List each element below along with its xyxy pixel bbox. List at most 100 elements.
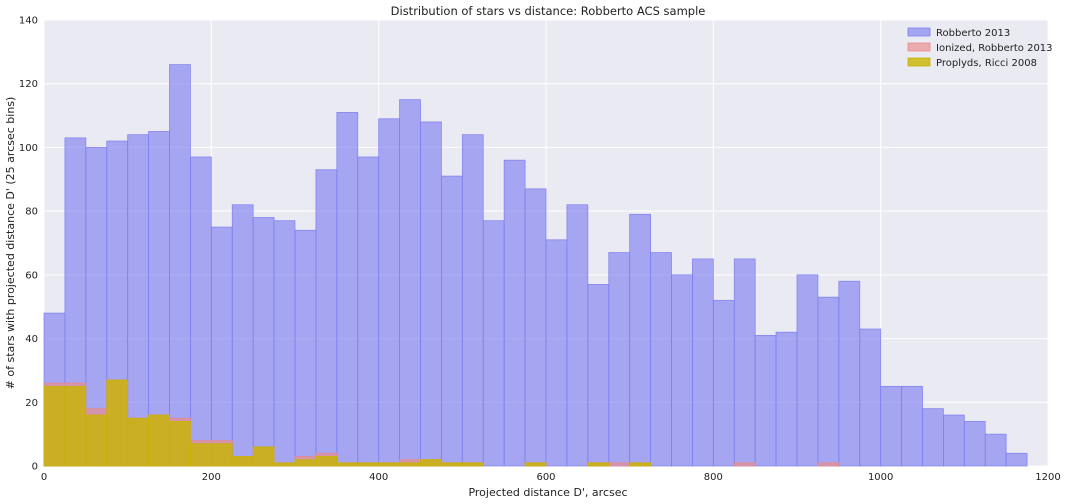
y-tick-label: 100: [19, 143, 38, 154]
legend-swatch: [907, 57, 931, 67]
bar-series1-26: [817, 462, 840, 467]
bar-series2-5: [148, 414, 170, 467]
bar-series0-10: [252, 217, 275, 467]
y-tick-label: 60: [25, 270, 38, 281]
y-axis-label: # of stars with projected distance D' (2…: [4, 97, 17, 390]
legend-label: Proplyds, Ricci 2008: [936, 58, 1037, 69]
x-tick-label: 0: [41, 472, 47, 483]
x-tick-label: 800: [704, 472, 723, 483]
series-2: [43, 379, 651, 467]
bar-series0-40: [880, 385, 902, 467]
bar-series0-4: [127, 134, 149, 467]
y-tick-label: 80: [25, 207, 38, 218]
bar-series0-32: [712, 299, 735, 467]
bar-series2-2: [85, 414, 108, 467]
bar-series0-18: [420, 121, 442, 467]
y-tick-label: 0: [32, 462, 38, 473]
bar-series0-7: [190, 156, 212, 467]
legend-swatch: [907, 27, 931, 37]
bar-series0-29: [650, 252, 672, 467]
bar-series0-35: [775, 331, 798, 467]
bar-series0-20: [461, 134, 484, 467]
bar-series0-6: [169, 64, 191, 467]
bar-series2-7: [190, 443, 212, 467]
bars-layer: [43, 64, 1028, 467]
legend: Robberto 2013 Ionized, Robberto 2013 Propl…: [907, 27, 1053, 69]
bar-series0-34: [754, 334, 777, 467]
bar-series0-33: [733, 258, 756, 467]
bar-series0-8: [210, 226, 233, 467]
bar-series0-46: [1005, 452, 1028, 467]
x-tick-label: 1000: [868, 472, 893, 483]
bar-series0-44: [963, 420, 986, 467]
bar-series2-6: [169, 420, 191, 467]
bar-series2-1: [64, 385, 87, 467]
bar-series2-14: [336, 462, 359, 467]
legend-item-1: Ionized, Robberto 2013: [907, 42, 1053, 54]
bar-series0-16: [378, 118, 400, 467]
y-axis-ticks: 0 20 40 60 80 100 120 140: [19, 16, 38, 473]
bar-series2-16: [378, 462, 400, 467]
bar-series0-15: [357, 156, 380, 467]
bar-series2-20: [461, 462, 484, 467]
bar-series0-13: [315, 169, 338, 467]
legend-item-0: Robberto 2013: [907, 27, 1010, 39]
bar-series0-31: [692, 258, 714, 467]
bar-series0-30: [671, 274, 693, 467]
bar-series0-42: [922, 408, 944, 467]
bar-series1-23: [608, 462, 631, 467]
legend-item-2: Proplyds, Ricci 2008: [907, 57, 1037, 69]
bar-series0-45: [984, 433, 1007, 467]
bar-series0-11: [273, 220, 296, 467]
bar-series2-15: [357, 462, 380, 467]
x-axis-label: Projected distance D', arcsec: [468, 486, 627, 499]
bar-series0-9: [231, 204, 254, 467]
bar-series0-43: [943, 414, 965, 467]
bar-series2-18: [420, 459, 442, 467]
bar-series0-14: [336, 111, 359, 467]
y-tick-label: 140: [19, 16, 38, 27]
bar-series0-21: [482, 220, 505, 467]
bar-series2-19: [441, 462, 463, 467]
bar-series0-25: [566, 204, 589, 467]
bar-series2-4: [127, 417, 149, 467]
bar-series0-17: [399, 99, 421, 467]
chart-title: Distribution of stars vs distance: Robbe…: [391, 4, 706, 18]
bar-series2-13: [315, 456, 338, 467]
bar-series0-27: [608, 252, 631, 467]
bar-series1-25: [733, 462, 756, 467]
bar-series2-0: [43, 385, 66, 467]
y-tick-label: 40: [25, 334, 38, 345]
bar-series2-11: [273, 462, 296, 467]
bar-series0-19: [441, 175, 463, 467]
bar-series0-12: [294, 229, 317, 467]
bar-series0-37: [817, 296, 840, 467]
bar-series0-24: [545, 239, 568, 467]
bar-series0-22: [503, 159, 526, 467]
legend-label: Ionized, Robberto 2013: [936, 43, 1053, 54]
y-tick-label: 120: [19, 79, 38, 90]
legend-label: Robberto 2013: [936, 28, 1010, 39]
bar-series2-17: [399, 462, 421, 467]
x-tick-label: 1200: [1035, 472, 1060, 483]
bar-series0-36: [796, 274, 819, 467]
bar-series0-38: [838, 280, 861, 467]
bar-series0-23: [524, 188, 547, 467]
bar-series2-22: [587, 462, 610, 467]
bar-series0-39: [859, 328, 882, 467]
x-tick-label: 200: [202, 472, 221, 483]
bar-series2-10: [252, 446, 275, 467]
legend-swatch: [907, 42, 931, 52]
bar-series2-23: [629, 462, 651, 467]
x-tick-label: 600: [536, 472, 555, 483]
bar-series2-9: [231, 456, 254, 467]
y-tick-label: 20: [25, 398, 38, 409]
bar-series0-26: [587, 284, 610, 467]
bar-series0-28: [629, 213, 651, 467]
bar-series0-41: [901, 385, 923, 467]
series-0: [43, 64, 1028, 467]
bar-series2-3: [106, 379, 129, 467]
bar-series2-12: [294, 459, 317, 467]
bar-series2-8: [210, 443, 233, 467]
